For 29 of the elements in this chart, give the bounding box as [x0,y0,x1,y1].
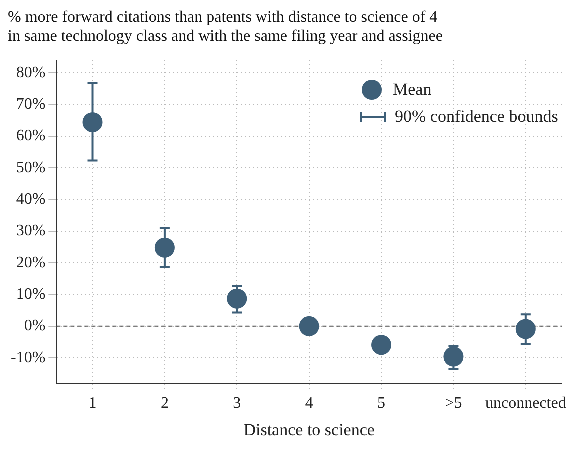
x-tick-label: >5 [445,395,462,412]
y-tick-label: 0% [24,318,46,335]
point [299,316,320,336]
x-tick-label: 1 [88,395,97,412]
y-tick-label: 60% [16,128,46,145]
chart-title: % more forward citations than patents with distance to science of 4 [8,8,438,26]
x-axis-title: Distance to science [244,420,375,440]
x-tick-label: 5 [378,395,386,412]
y-tick-label: 20% [16,254,46,272]
annotation: 90% confidence bounds [395,106,558,127]
legend-label: Mean [393,80,432,100]
y-tick-label: 80% [16,64,46,82]
x-tick-label: 2 [160,395,169,412]
point [227,288,248,309]
y-tick-label: -10% [11,349,46,366]
chart-subtitle: in same technology class and with the same filing year and assignee [8,28,443,46]
y-tick-label: 30% [16,222,46,240]
point [372,335,392,356]
y-tick-label: 70% [16,96,46,113]
point [516,319,536,340]
x-tick-label: 3 [233,395,242,412]
point [154,238,175,258]
y-tick-label: 50% [16,159,46,176]
point [444,346,464,367]
x-tick-label: 4 [305,395,314,412]
x-tick-label: unconnected [485,395,566,412]
y-tick-label: 10% [16,286,46,303]
point [82,112,103,132]
y-tick-label: 40% [16,190,46,208]
